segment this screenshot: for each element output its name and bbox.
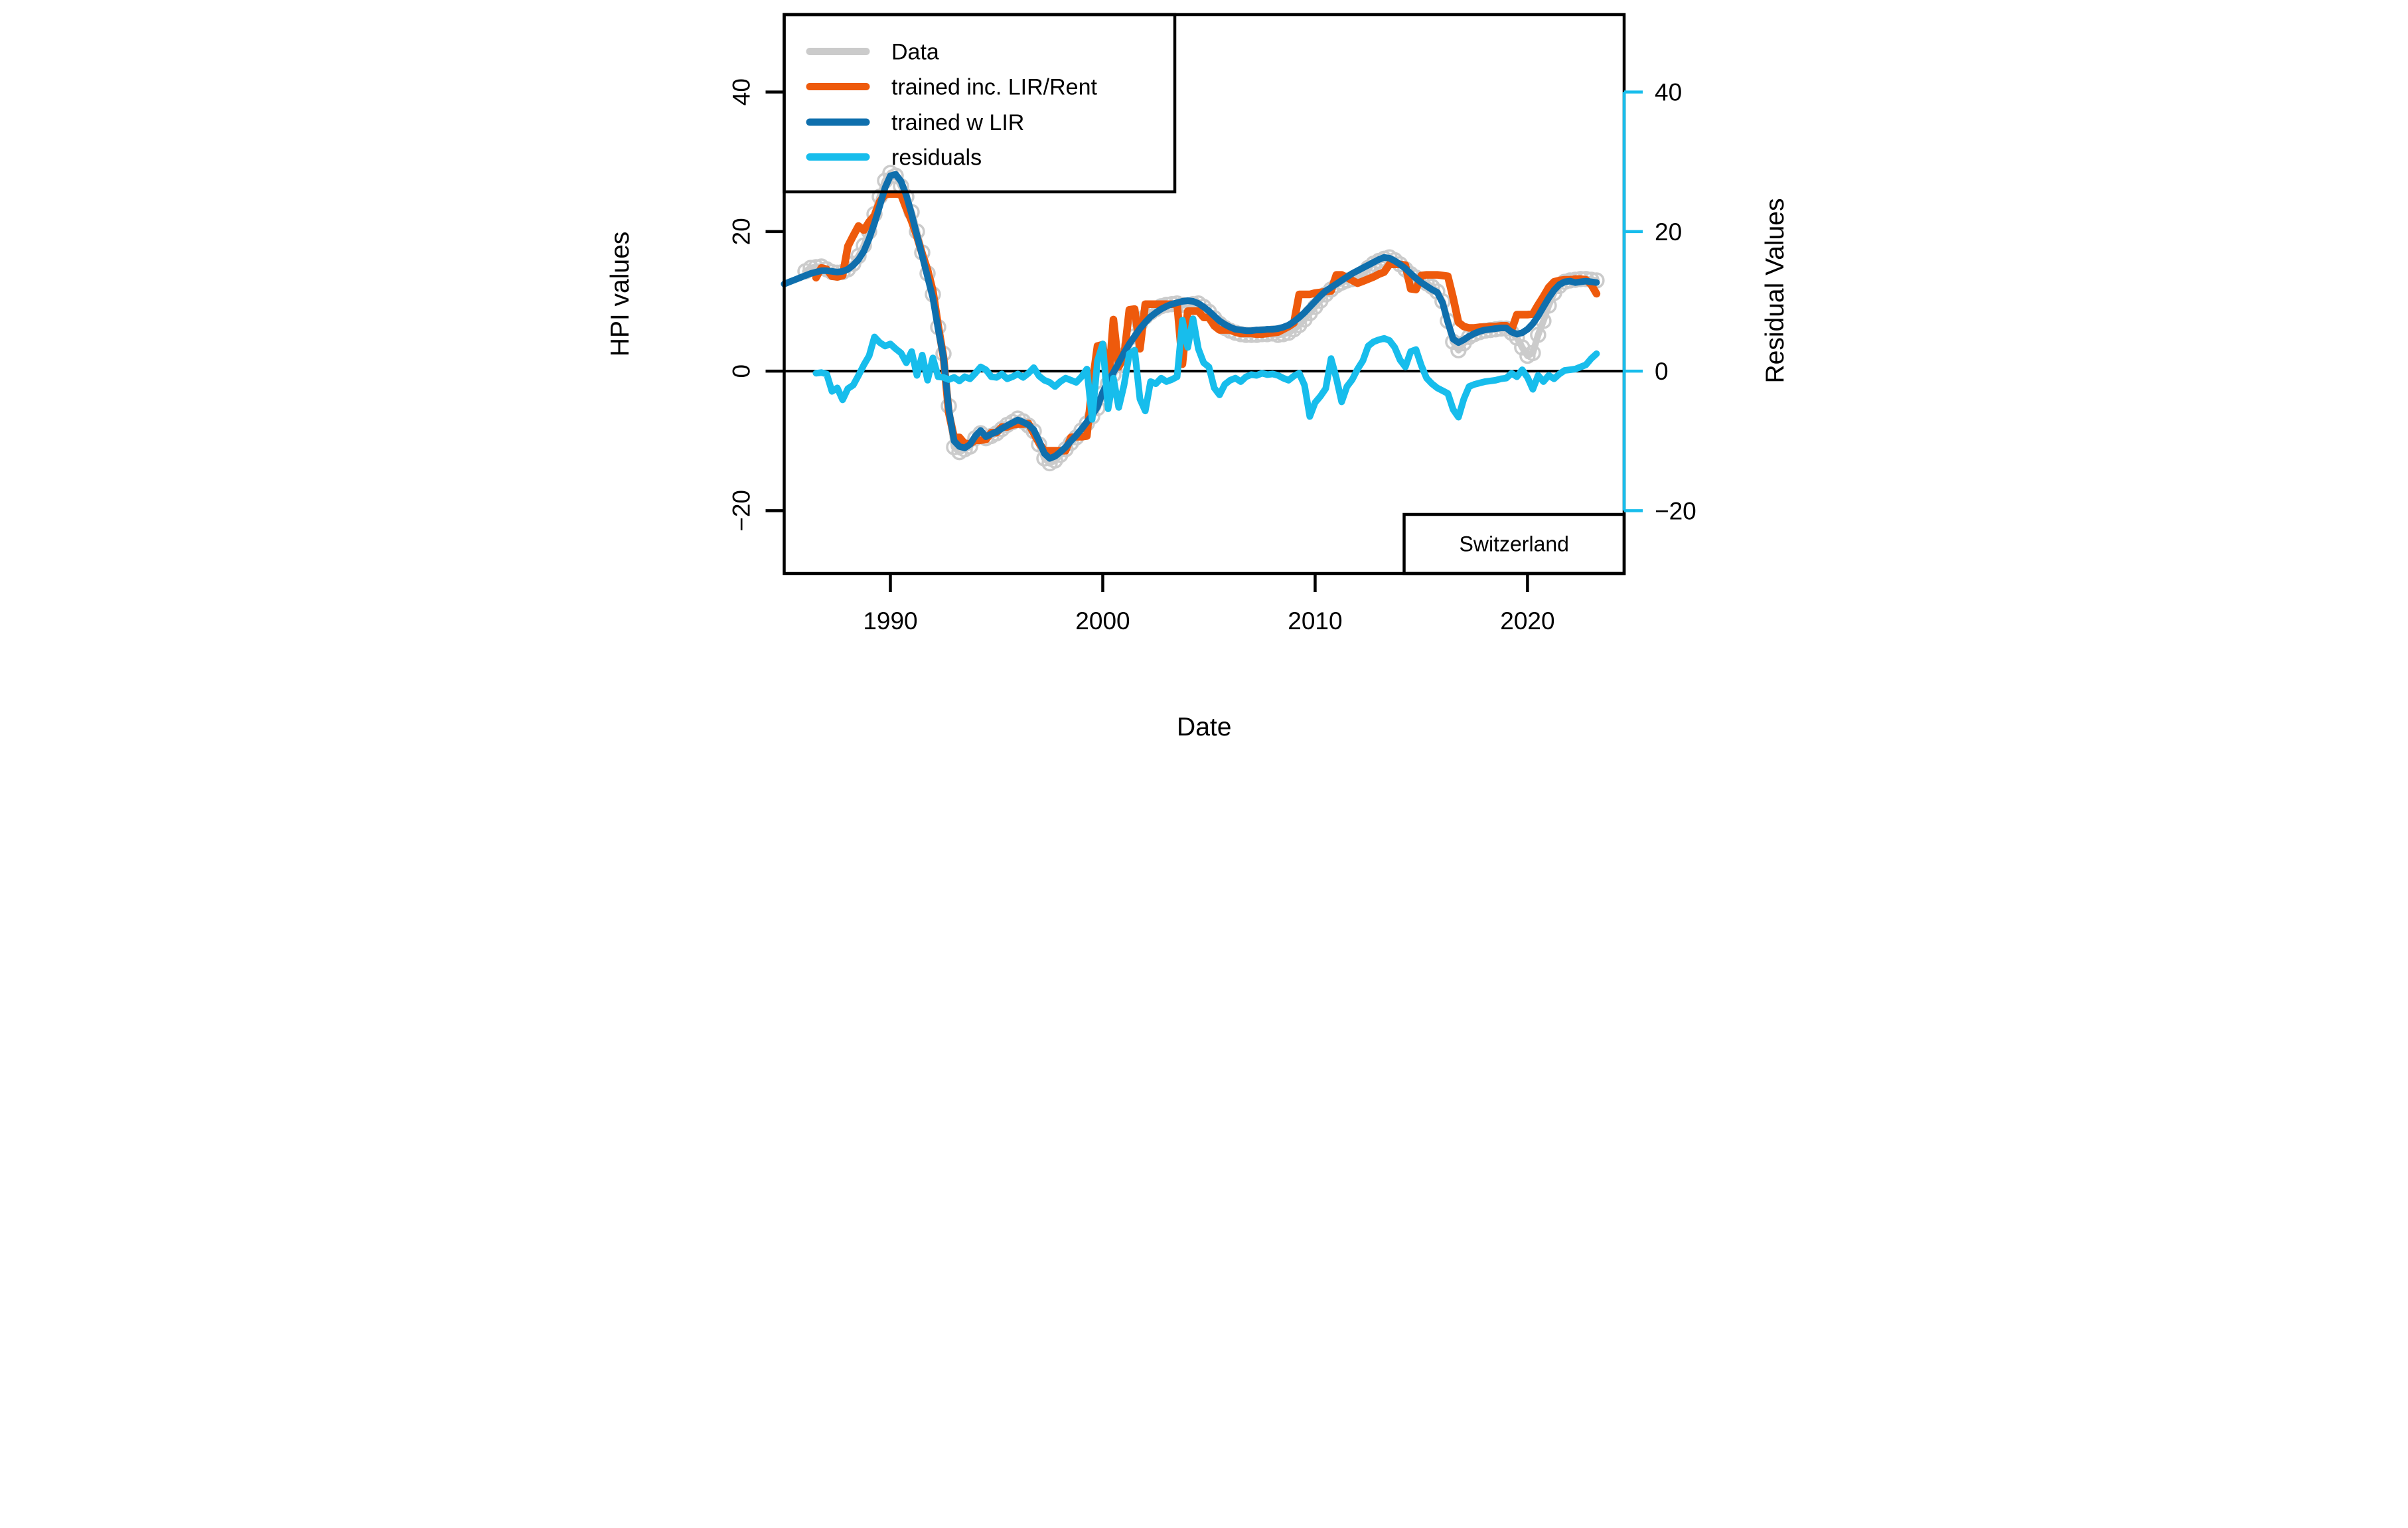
y-right-tick-label-20: 20 xyxy=(1655,218,1682,246)
series-line-trained_w_lir xyxy=(781,171,1600,462)
chart-background xyxy=(602,0,1806,764)
hpi-switzerland-chart: 1990 2000 2010 2020 40 20 0 −20 40 20 0 −20 Date HPI … xyxy=(602,0,1806,764)
x-axis-title: Date xyxy=(1177,713,1231,741)
y-left-tick-label-0: 0 xyxy=(728,364,755,378)
y-right-tick-label--20: −20 xyxy=(1655,497,1696,524)
series-marker-data xyxy=(1530,327,1546,343)
legend-label-trained_w_lir: trained w LIR xyxy=(891,110,1024,135)
series-line-residuals xyxy=(812,315,1600,423)
y-left-tick-label--20: −20 xyxy=(728,490,755,532)
y-right-tick-label-0: 0 xyxy=(1655,358,1669,385)
legend-label-residuals: residuals xyxy=(891,145,982,171)
legend-box xyxy=(783,13,1177,194)
y-left-axis-title: HPI values xyxy=(606,232,635,357)
y-left-tick-label-20: 20 xyxy=(728,218,755,245)
y-right-axis-title: Residual Values xyxy=(1761,198,1789,384)
series-marker-data xyxy=(1525,344,1541,362)
y-left-tick-label-40: 40 xyxy=(728,78,755,106)
country-label: Switzerland xyxy=(1460,532,1569,556)
x-tick-label-1990: 1990 xyxy=(863,607,917,635)
hpi-chart-page: 1990 2000 2010 2020 40 20 0 −20 40 20 0 −20 Date HPI … xyxy=(602,0,1806,764)
x-tick-label-2000: 2000 xyxy=(1075,607,1130,635)
legend-label-data: Data xyxy=(891,40,939,65)
y-right-tick-label-40: 40 xyxy=(1655,79,1682,106)
x-tick-label-2010: 2010 xyxy=(1288,607,1342,635)
legend-label-trained_inc_lir_rent: trained inc. LIR/Rent xyxy=(891,75,1097,100)
country-box xyxy=(1402,512,1626,575)
x-tick-label-2020: 2020 xyxy=(1500,607,1554,635)
